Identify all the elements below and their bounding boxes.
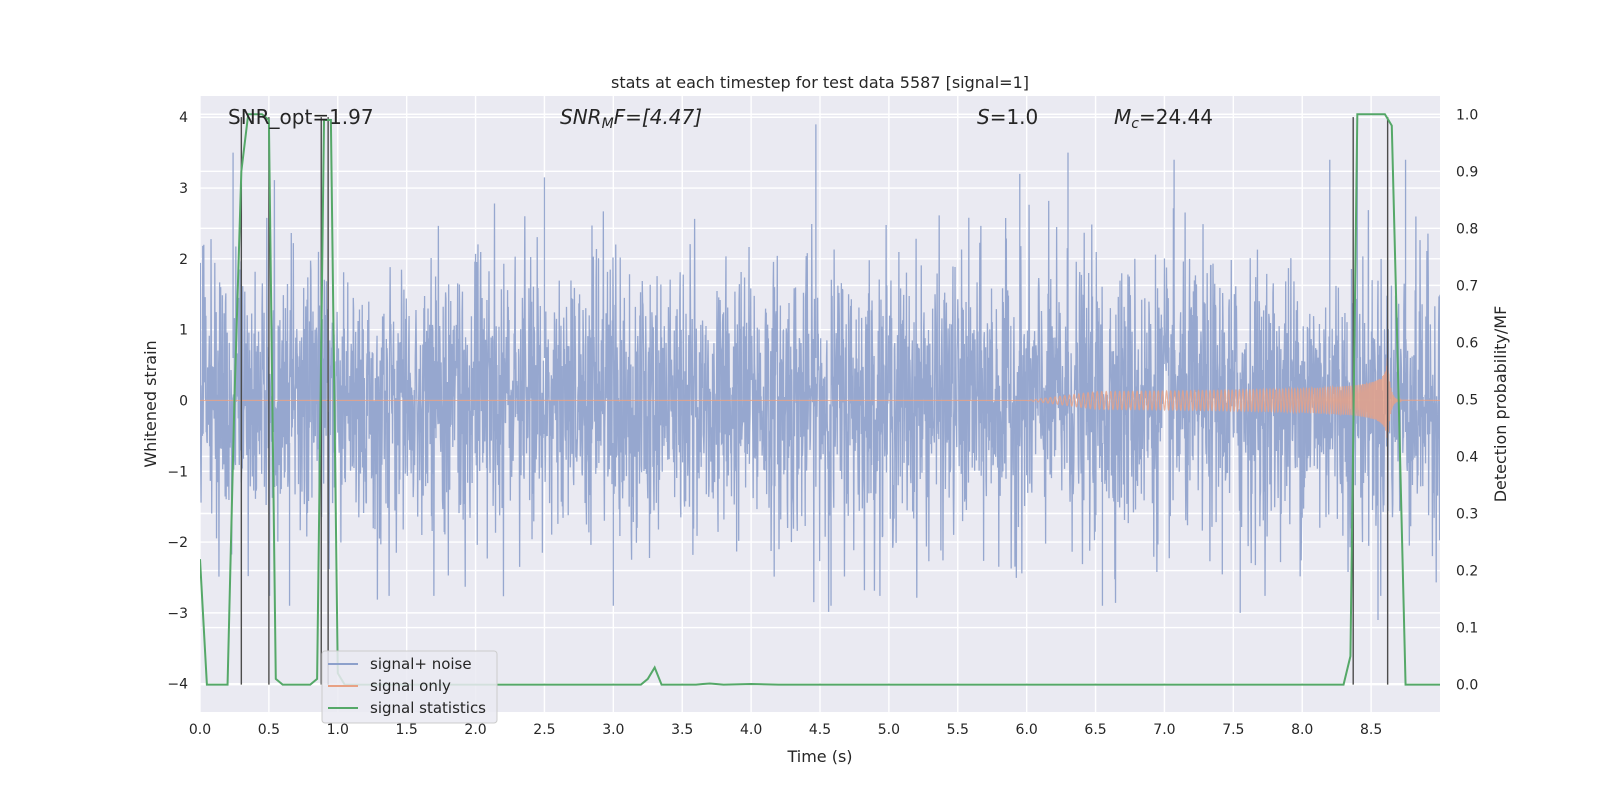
y2-tick-labels: 0.0 0.1 0.2 0.3 0.4 0.5 0.6 0.7 0.8 0.9 1.0 <box>1456 107 1478 693</box>
y-tick-label: −2 <box>167 535 188 551</box>
y-axis-label: Whitened strain <box>141 340 160 467</box>
y2-tick-label: 0.4 <box>1456 449 1478 465</box>
x-tick-label: 7.5 <box>1222 722 1244 738</box>
annotation-s-main: S <box>977 105 990 129</box>
legend-label-signal-only: signal only <box>370 677 451 695</box>
y-tick-label: −1 <box>167 464 188 480</box>
series-signal-statistics <box>200 113 1440 686</box>
x-tick-label: 7.0 <box>1153 722 1175 738</box>
x-tick-label: 5.5 <box>947 722 969 738</box>
y-tick-label: 0 <box>179 393 188 409</box>
annotation-snr-mf-rest: F=[4.47] <box>614 105 702 129</box>
y2-tick-label: 0.3 <box>1456 507 1478 523</box>
chart-title: stats at each timestep for test data 558… <box>611 73 1029 92</box>
x-tick-labels: 0.0 0.5 1.0 1.5 2.0 2.5 3.0 3.5 4.0 4.5 5.0 5.5 6.0 6… <box>189 722 1382 738</box>
y-tick-label: 1 <box>179 323 188 339</box>
y2-tick-label: 0.5 <box>1456 392 1478 408</box>
annotation-snr-mf-main: SNR <box>560 105 602 129</box>
annotation-s-rest: =1.0 <box>990 105 1039 129</box>
y2-tick-label: 0.1 <box>1456 621 1478 637</box>
x-tick-label: 6.5 <box>1084 722 1106 738</box>
legend-box <box>321 650 498 724</box>
x-tick-label: 6.0 <box>1016 722 1038 738</box>
legend-label-signal-statistics: signal statistics <box>370 699 486 717</box>
x-tick-label: 5.0 <box>878 722 900 738</box>
x-tick-label: 0.5 <box>258 722 280 738</box>
y2-tick-label: 0.8 <box>1456 221 1478 237</box>
x-tick-label: 3.5 <box>671 722 693 738</box>
x-tick-label: 8.5 <box>1360 722 1382 738</box>
y-tick-label: −3 <box>167 606 188 622</box>
y2-tick-label: 0.2 <box>1456 564 1478 580</box>
x-tick-label: 2.0 <box>464 722 486 738</box>
x-tick-label: 3.0 <box>602 722 624 738</box>
legend-label-signal-noise: signal+ noise <box>370 655 472 673</box>
y-tick-label: 4 <box>179 110 188 126</box>
x-tick-label: 4.5 <box>809 722 831 738</box>
y2-tick-label: 0.9 <box>1456 164 1478 180</box>
x-tick-label: 0.0 <box>189 722 211 738</box>
y2-tick-label: 0.7 <box>1456 278 1478 294</box>
y2-tick-label: 0.6 <box>1456 335 1478 351</box>
annotation-mc-rest: =24.44 <box>1139 105 1213 129</box>
annotation-mc-sub: c <box>1131 116 1139 132</box>
x-tick-label: 8.0 <box>1291 722 1313 738</box>
y-tick-label: 2 <box>179 252 188 268</box>
annotation-mc: Mc=24.44 <box>1114 105 1213 132</box>
x-tick-label: 1.0 <box>327 722 349 738</box>
y-tick-label: −4 <box>167 677 188 693</box>
annotation-mc-main: M <box>1114 105 1131 129</box>
annotation-s: S=1.0 <box>977 105 1038 129</box>
x-tick-label: 2.5 <box>533 722 555 738</box>
x-tick-label: 1.5 <box>396 722 418 738</box>
y2-tick-label: 0.0 <box>1456 678 1478 694</box>
x-tick-label: 4.0 <box>740 722 762 738</box>
x-axis-label: Time (s) <box>786 747 852 766</box>
y2-tick-label: 1.0 <box>1456 107 1478 123</box>
annotation-snr-mf: SNRMF=[4.47] <box>560 105 702 132</box>
y-tick-label: 3 <box>179 181 188 197</box>
series-signal-only <box>200 358 1440 438</box>
annotation-snr-mf-sub: M <box>602 116 614 132</box>
annotation-snr-opt: SNR_opt=1.97 <box>228 105 374 129</box>
y-tick-labels: −4 −3 −2 −1 0 1 2 3 4 <box>167 110 188 692</box>
series-signal-noise <box>200 124 1440 620</box>
legend: signal+ noise signal only signal statist… <box>321 650 498 724</box>
y2-axis-label: Detection probability/MF <box>1491 306 1510 503</box>
